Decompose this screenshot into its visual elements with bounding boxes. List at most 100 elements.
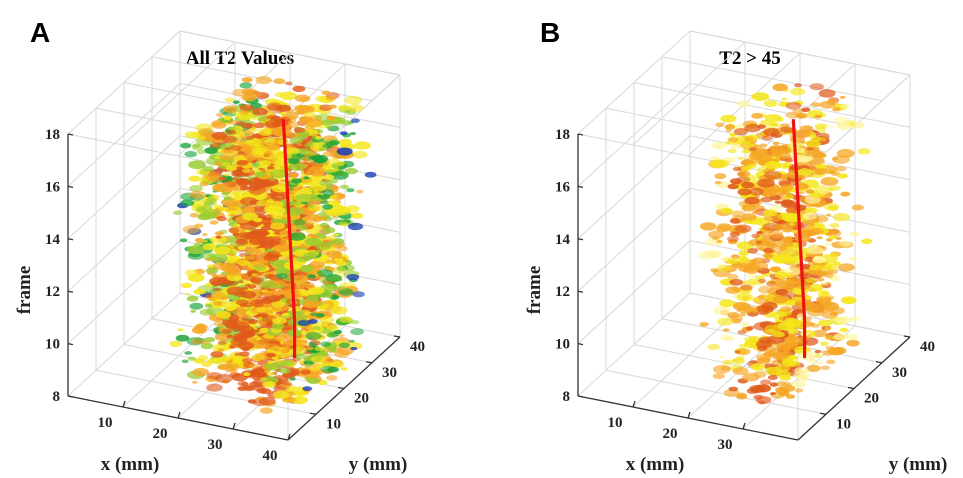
- voxel-point: [794, 388, 804, 393]
- voxel-point: [704, 250, 722, 259]
- voxel-point: [767, 375, 778, 380]
- voxel-point: [350, 346, 358, 351]
- z-tick-label: 18: [45, 127, 60, 143]
- voxel-point: [805, 277, 817, 284]
- voxel-point: [820, 365, 830, 371]
- voxel-point: [817, 319, 832, 327]
- voxel-point: [255, 76, 272, 85]
- voxel-point: [197, 329, 205, 334]
- voxel-point: [782, 385, 796, 392]
- voxel-point: [840, 104, 851, 109]
- voxel-point: [248, 363, 259, 369]
- voxel-point: [202, 240, 209, 243]
- y-tick-mark: [903, 335, 911, 338]
- voxel-point: [773, 224, 785, 230]
- voxel-point: [739, 313, 746, 317]
- voxel-point: [283, 373, 293, 378]
- voxel-point: [788, 336, 806, 346]
- voxel-point: [741, 322, 751, 327]
- voxel-point: [281, 287, 300, 297]
- voxel-point: [712, 159, 730, 169]
- voxel-point: [269, 177, 276, 181]
- voxel-point: [302, 386, 313, 392]
- voxel-point: [344, 167, 358, 175]
- voxel-point: [225, 268, 242, 276]
- voxel-point: [284, 339, 294, 345]
- y-tick-mark: [365, 361, 373, 364]
- z-tick-mark: [67, 238, 74, 241]
- voxel-point: [770, 313, 777, 317]
- voxel-point: [204, 294, 214, 299]
- voxel-point: [227, 119, 238, 125]
- voxel-point: [759, 143, 768, 148]
- y-tick-label: 20: [864, 391, 879, 407]
- voxel-point: [254, 299, 263, 304]
- voxel-point: [765, 192, 772, 196]
- voxel-point: [244, 283, 251, 287]
- voxel-point: [318, 147, 326, 152]
- voxel-point: [710, 155, 720, 161]
- voxel-point: [259, 377, 268, 381]
- voxel-point: [186, 295, 199, 302]
- voxel-point: [795, 183, 809, 190]
- voxel-point: [763, 100, 778, 107]
- voxel-point: [299, 148, 313, 155]
- voxel-point: [279, 91, 297, 101]
- voxel-point: [175, 334, 190, 342]
- voxel-point: [807, 283, 824, 292]
- voxel-point: [169, 340, 183, 348]
- y-tick-label: 40: [410, 339, 425, 355]
- voxel-point: [720, 114, 737, 123]
- voxel-point: [331, 295, 338, 299]
- voxel-point: [211, 131, 228, 140]
- voxel-point: [297, 319, 311, 327]
- voxel-point: [261, 236, 268, 240]
- voxel-point: [264, 370, 270, 373]
- voxel-point: [182, 225, 200, 234]
- panel-a: A All T2 Values 8 10 12 14 16 18 10 20 30 40 10 20 3…: [14, 17, 425, 475]
- voxel-point: [726, 258, 739, 265]
- y-axis-label: y (mm): [889, 454, 948, 475]
- voxel-point: [757, 178, 775, 188]
- voxel-point: [771, 247, 779, 251]
- voxel-point: [717, 264, 731, 272]
- voxel-point: [800, 141, 806, 144]
- voxel-point: [748, 187, 764, 196]
- voxel-point: [812, 256, 827, 264]
- voxel-point: [795, 112, 808, 119]
- voxel-point: [791, 380, 806, 388]
- voxel-point: [273, 348, 279, 351]
- voxel-point: [291, 274, 309, 284]
- voxel-point: [294, 94, 311, 103]
- voxel-point: [208, 194, 214, 198]
- voxel-point: [302, 392, 309, 396]
- voxel-point: [731, 210, 745, 218]
- voxel-point: [349, 132, 356, 136]
- voxel-point: [212, 183, 230, 193]
- voxel-point: [763, 351, 776, 358]
- voxel-point: [302, 282, 315, 289]
- voxel-point: [839, 327, 849, 333]
- voxel-point: [722, 359, 733, 365]
- voxel-point: [828, 125, 835, 129]
- voxel-point: [699, 222, 717, 231]
- voxel-point: [262, 290, 274, 297]
- voxel-point: [256, 320, 264, 324]
- panel-b: B T2 > 45 8 10 12 14 16 18 10 20 30 10 20 30 40 fram…: [524, 17, 947, 475]
- voxel-point: [804, 207, 818, 214]
- voxel-point: [800, 107, 811, 113]
- voxel-point: [251, 147, 263, 153]
- voxel-point: [229, 213, 236, 217]
- voxel-point: [781, 249, 795, 257]
- voxel-point: [180, 199, 195, 207]
- z-tick-mark: [67, 185, 74, 189]
- voxel-point: [794, 367, 809, 375]
- voxel-point: [283, 283, 294, 288]
- voxel-point: [719, 356, 725, 359]
- y-tick-mark: [875, 361, 883, 364]
- voxel-point: [215, 373, 233, 383]
- voxel-point: [846, 339, 860, 347]
- voxel-point: [712, 305, 731, 315]
- voxel-point: [249, 237, 266, 246]
- voxel-point: [269, 193, 277, 197]
